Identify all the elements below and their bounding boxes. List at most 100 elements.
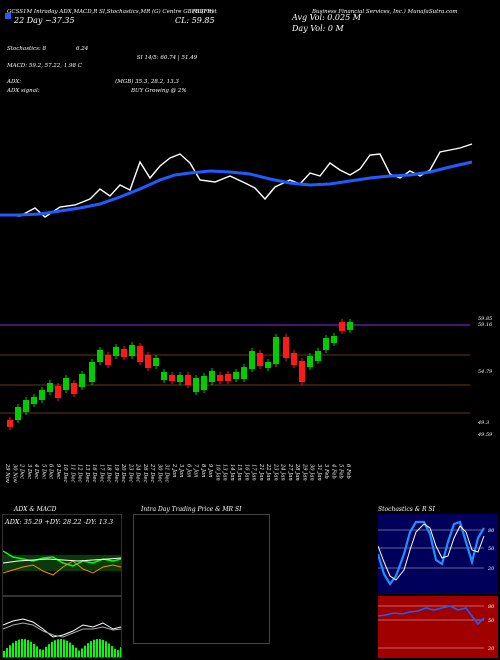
macd-histogram-bar — [42, 649, 44, 657]
intraday-panel[interactable] — [133, 514, 270, 644]
adx-line — [3, 557, 121, 564]
stochastics-bg — [378, 514, 498, 594]
candle-up — [113, 347, 119, 356]
macd-histogram-bar — [57, 639, 59, 657]
day-volume: Day Vol: 0 M — [292, 24, 344, 33]
macd-histogram-bar — [78, 650, 80, 657]
candle-up — [233, 372, 239, 379]
candle-up — [315, 351, 321, 361]
date-label: 6 Dec — [48, 464, 54, 479]
date-label: 10 Jan — [214, 464, 220, 481]
date-label: 17 Dec — [98, 464, 104, 482]
header-line-1: GCSS1M Intraday ADX,MACD,R SI,Stochastic… — [7, 9, 217, 15]
date-label: 24 Jan — [280, 463, 286, 481]
date-label: 3 Dec — [26, 464, 32, 479]
candle-up — [177, 375, 183, 382]
candle-up — [97, 350, 103, 362]
macd-panel[interactable] — [2, 596, 122, 658]
date-label: 6 Feb — [345, 464, 351, 479]
candle-down — [339, 322, 345, 331]
stochastics-panel[interactable]: 80 50 20 — [378, 514, 498, 594]
stochastics-tick: 80 — [488, 528, 495, 534]
candle-up — [15, 407, 21, 420]
macd-histogram-bar — [81, 648, 83, 657]
date-label: 27 Dec — [149, 463, 155, 482]
close-price: CL: 59.85 — [175, 16, 215, 25]
macd-histogram-bar — [120, 647, 121, 657]
adx-values: (MGB) 35.3, 28.2, 13.3 — [115, 79, 179, 85]
macd-histogram-bar — [60, 639, 62, 657]
intraday-title: Intra Day Trading Price & MR SI — [141, 506, 242, 513]
candle-down — [283, 337, 289, 358]
date-label: 4 Feb — [330, 463, 336, 479]
candle-up — [193, 378, 199, 392]
price-chart[interactable]: 59.85 59.16 54.79 49.3 49.59 — [0, 100, 500, 455]
candle-down — [105, 355, 111, 365]
macd-histogram-bar — [21, 639, 23, 657]
stochastics-tick: 50 — [488, 546, 495, 552]
date-label: 31 Jan — [316, 464, 322, 481]
macd-histogram-bar — [24, 639, 26, 657]
company-title: Business Financial Services, Inc.) Munaf… — [312, 9, 458, 15]
candle-down — [55, 386, 61, 398]
candle-up — [249, 351, 255, 369]
signal-line — [3, 622, 121, 638]
macd-histogram-bar — [33, 643, 35, 657]
candle-up — [161, 372, 167, 380]
date-label: 30 Jan — [309, 464, 315, 481]
date-label: 15 Jan — [236, 464, 242, 481]
adx-macd-title: ADX & MACD — [14, 506, 57, 513]
candle-up — [89, 362, 95, 382]
date-label: 18 Dec — [106, 464, 112, 482]
adx-label: ADX: — [7, 79, 22, 85]
macd-histogram-bar — [66, 640, 68, 657]
candle-up — [129, 345, 135, 356]
candle-up — [153, 358, 159, 366]
rsi-tick: 80 — [488, 604, 495, 610]
macd-histogram-bar — [51, 641, 53, 657]
macd-histogram-bar — [36, 646, 38, 657]
date-label: 3 Jan — [178, 464, 184, 477]
date-label: 30 Dec — [156, 464, 162, 482]
date-label: 23 Dec — [127, 463, 133, 482]
rsi-panel[interactable]: 80 50 20 — [378, 596, 498, 658]
price-grid-layer — [0, 324, 470, 414]
date-label: 22 Jan — [265, 463, 271, 481]
candle-down — [257, 353, 263, 366]
date-label: 2 Dec — [19, 463, 25, 479]
date-label: 5 Feb — [338, 464, 344, 479]
legend-swatch — [5, 13, 11, 19]
date-label: 12 Dec — [77, 464, 83, 482]
date-label: 13 Jan — [222, 464, 228, 481]
date-label: 13 Dec — [84, 464, 90, 482]
stochastics-rsi-title: Stochastics & R SI — [378, 506, 435, 513]
candle-up — [31, 397, 37, 404]
date-label: 9 Jan — [207, 464, 213, 477]
macd-histogram-bar — [45, 646, 47, 657]
date-label: 17 Jan — [251, 464, 257, 481]
candle-up — [265, 362, 271, 368]
rsi-line — [378, 605, 485, 626]
stochastics-tick: 20 — [487, 566, 495, 572]
adx-panel[interactable]: ADX: 35.29 +DY: 28.22 -DY: 13.3 — [2, 514, 122, 596]
rsi-tick: 50 — [488, 618, 495, 624]
macd-histogram-bar — [108, 643, 110, 657]
macd-histogram-bar — [87, 643, 89, 657]
macd-histogram-bar — [117, 650, 119, 657]
macd-histogram-bar — [12, 642, 14, 657]
date-label: 11 Dec — [69, 464, 75, 482]
stochastics-k-line — [378, 520, 485, 586]
price-axis-label: 49.3 — [477, 420, 489, 426]
date-label: 20 Dec — [120, 463, 126, 482]
macd-histogram-bar — [54, 640, 56, 657]
candle-down — [225, 374, 231, 381]
price-axis-label: 49.59 — [477, 432, 493, 438]
date-label: 14 Jan — [229, 464, 235, 481]
macd-histogram-bar — [6, 648, 8, 657]
date-label: 24 Dec — [135, 463, 141, 482]
day-range: 22 Day ~37.35 — [14, 16, 75, 25]
macd-histogram-bar — [63, 639, 65, 657]
date-label: 4 Dec — [33, 463, 39, 479]
candle-down — [137, 346, 143, 362]
candle-down — [299, 361, 305, 382]
